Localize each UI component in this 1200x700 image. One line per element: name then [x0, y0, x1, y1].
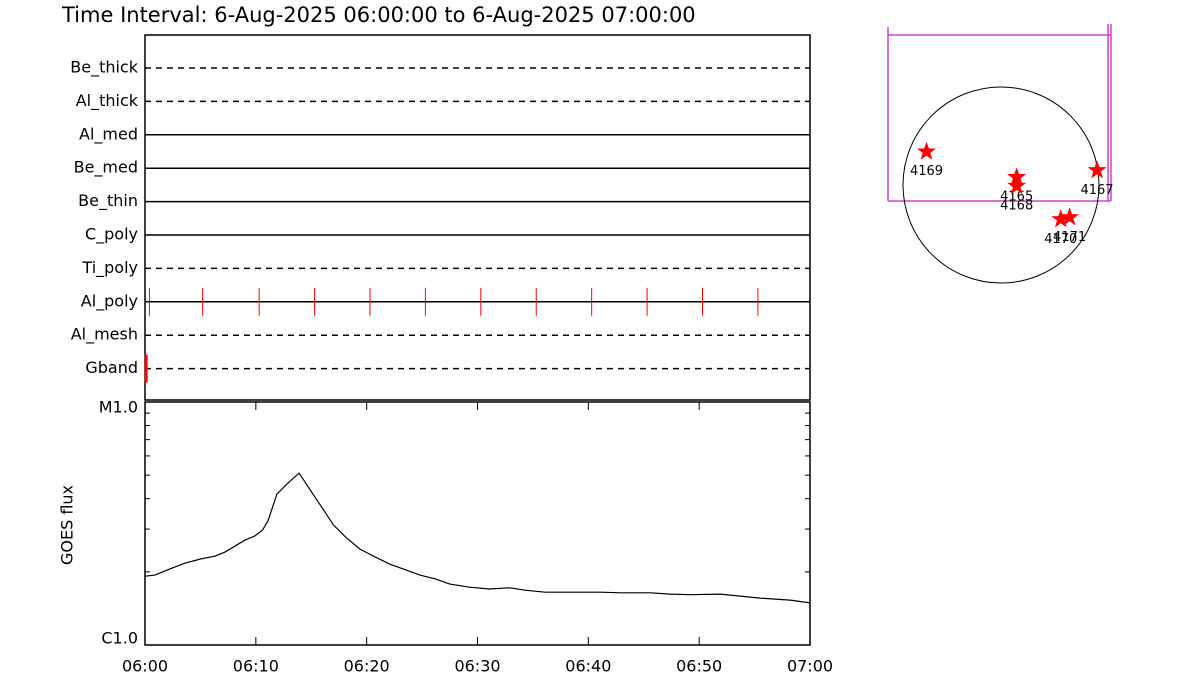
y-tick-label: C1.0	[101, 629, 138, 648]
region-star	[1087, 160, 1107, 179]
x-tick-label: 06:20	[344, 657, 390, 676]
x-tick-label: 06:30	[454, 657, 500, 676]
x-tick-label: 07:00	[787, 657, 833, 676]
timeline-frame	[144, 34, 811, 401]
row-label: Be_thick	[70, 58, 138, 78]
row-label: Al_mesh	[71, 325, 138, 345]
row-label: Be_med	[74, 158, 138, 178]
region-label: 4169	[910, 164, 943, 179]
x-tick-label: 06:10	[233, 657, 279, 676]
solar-disk	[902, 86, 1100, 284]
y-axis-label: GOES flux	[58, 485, 77, 565]
x-tick-label: 06:40	[565, 657, 611, 676]
row-label: Gband	[85, 358, 138, 377]
x-tick-label: 06:50	[676, 657, 722, 676]
chart-title: Time Interval: 6-Aug-2025 06:00:00 to 6-…	[61, 3, 696, 27]
goes-line	[144, 472, 811, 604]
region-label: 4165	[1000, 190, 1033, 205]
goes-frame	[144, 401, 811, 646]
row-label: Ti_poly	[81, 258, 138, 278]
region-label: 4171	[1053, 230, 1086, 245]
region-star	[1051, 209, 1071, 228]
row-label: Be_thin	[78, 191, 138, 211]
region-label: 4168	[1000, 198, 1033, 213]
row-label: C_poly	[85, 225, 138, 245]
y-tick-label: M1.0	[99, 398, 138, 417]
row-label: Al_thick	[76, 91, 139, 111]
region-star	[1060, 207, 1080, 226]
region-star	[1007, 176, 1027, 195]
row-label: Al_poly	[81, 291, 138, 311]
region-label: 4167	[1080, 183, 1113, 198]
region-label: 4170	[1044, 232, 1077, 247]
x-tick-label: 06:00	[122, 657, 168, 676]
region-star	[917, 141, 936, 160]
field-of-view	[887, 24, 1112, 202]
row-label: Al_med	[79, 124, 138, 144]
